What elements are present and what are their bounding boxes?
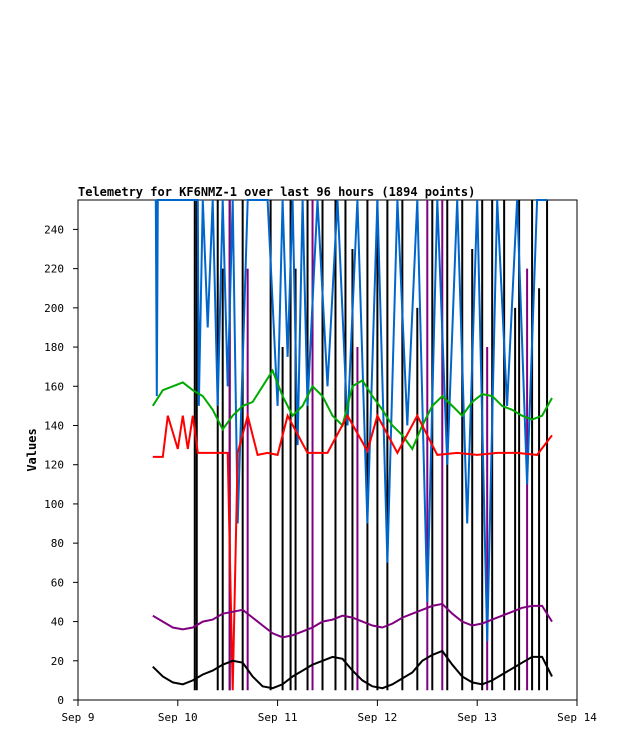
plot-area — [77, 199, 578, 701]
x-tick-label: Sep 13 — [457, 711, 497, 724]
y-tick-label: 220 — [44, 263, 64, 276]
y-axis: 0 20 40 60 80 100 120 140 160 180 200 220 240 — [44, 223, 78, 707]
chart-title: Telemetry for KF6NMZ-1 over last 96 hour… — [78, 185, 475, 199]
y-tick-label: 180 — [44, 341, 64, 354]
x-tick-label: Sep 11 — [258, 711, 298, 724]
y-tick-label: 120 — [44, 459, 64, 472]
y-tick-label: 60 — [51, 576, 64, 589]
y-tick-label: 100 — [44, 498, 64, 511]
y-tick-label: 80 — [51, 537, 64, 550]
series-purple — [152, 602, 553, 639]
y-axis-title: Values — [25, 428, 39, 471]
y-tick-label: 240 — [44, 223, 64, 236]
x-tick-label: Sep 10 — [158, 711, 198, 724]
series-layer — [151, 199, 553, 691]
series-green — [151, 368, 553, 452]
y-tick-label: 200 — [44, 302, 64, 315]
y-tick-label: 0 — [57, 694, 64, 707]
x-tick-label: Sep 14 — [557, 711, 597, 724]
y-tick-label: 20 — [51, 655, 64, 668]
y-tick-label: 40 — [51, 616, 64, 629]
series-red — [152, 411, 553, 691]
y-tick-label: 160 — [44, 380, 64, 393]
series-blue — [154, 199, 548, 642]
x-tick-label: Sep 9 — [61, 711, 94, 724]
y-tick-label: 140 — [44, 419, 64, 432]
x-tick-label: Sep 12 — [358, 711, 398, 724]
series-black — [152, 649, 553, 690]
x-axis: Sep 9 Sep 10 Sep 11 Sep 12 Sep 13 Sep 14 — [61, 700, 597, 724]
